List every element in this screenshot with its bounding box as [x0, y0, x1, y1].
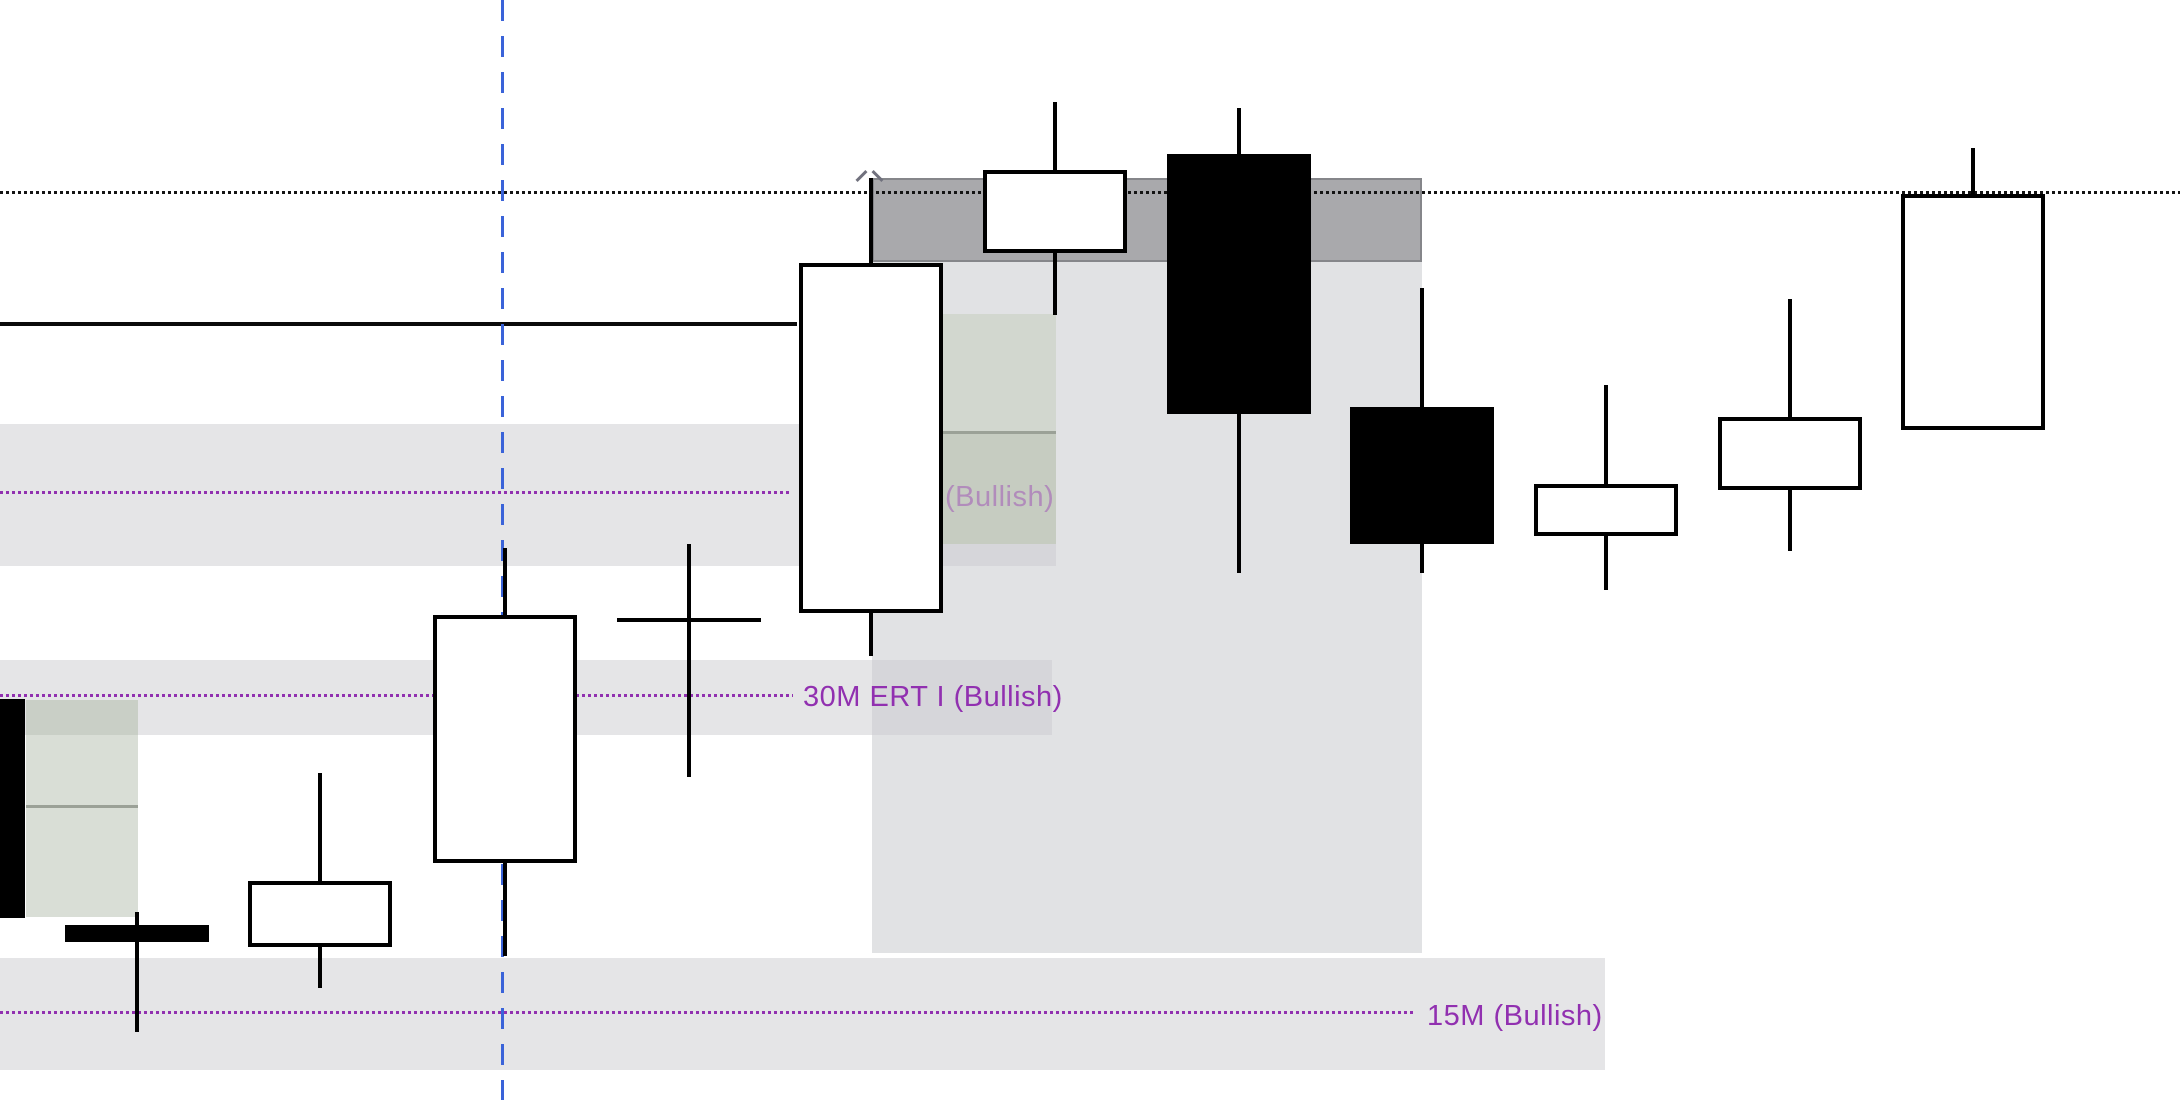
solid-level-line[interactable] — [0, 322, 797, 326]
purple-level-1h[interactable] — [0, 491, 790, 494]
timeframe-label-15m-bullish: 15M (Bullish) — [1427, 1000, 1603, 1032]
imbalance-left-divider[interactable] — [26, 805, 138, 808]
candle-body-bullish[interactable] — [433, 615, 577, 863]
imbalance-right-lower[interactable] — [943, 433, 1056, 544]
candle-body-bullish[interactable] — [799, 263, 943, 613]
candle-body-bullish[interactable] — [1534, 484, 1678, 536]
zone-handle-mark — [855, 169, 868, 183]
candle-wick — [318, 773, 322, 988]
timeframe-label-1h-bullish: (Bullish) — [945, 481, 1055, 513]
blue-session-line[interactable] — [501, 0, 504, 1100]
timeframe-label-30m-bullish: 30M ERT I (Bullish) — [803, 681, 1063, 713]
candle-body-bearish[interactable] — [1350, 407, 1494, 544]
imbalance-right-upper[interactable] — [943, 314, 1056, 433]
candle-body-bullish[interactable] — [983, 170, 1127, 253]
candle-body-bearish[interactable] — [0, 699, 25, 918]
band-15m[interactable] — [0, 958, 1605, 1070]
band-30m-zone-overlap[interactable] — [872, 660, 1052, 735]
candle-body-doji[interactable] — [617, 618, 761, 622]
purple-level-15m[interactable] — [0, 1011, 1413, 1014]
candle-wick — [687, 544, 691, 777]
purple-level-30m[interactable] — [0, 694, 793, 697]
candle-body-bullish[interactable] — [1718, 417, 1862, 490]
imbalance-left-lower[interactable] — [26, 735, 138, 917]
candle-wick — [135, 912, 139, 1032]
candle-body-bullish[interactable] — [248, 881, 392, 947]
candle-body-bearish[interactable] — [1167, 154, 1311, 414]
imbalance-left-upper[interactable] — [26, 700, 138, 735]
candle-body-bearish[interactable] — [65, 925, 209, 942]
imbalance-right-divider[interactable] — [943, 431, 1056, 434]
candle-body-bullish[interactable] — [1901, 194, 2045, 430]
